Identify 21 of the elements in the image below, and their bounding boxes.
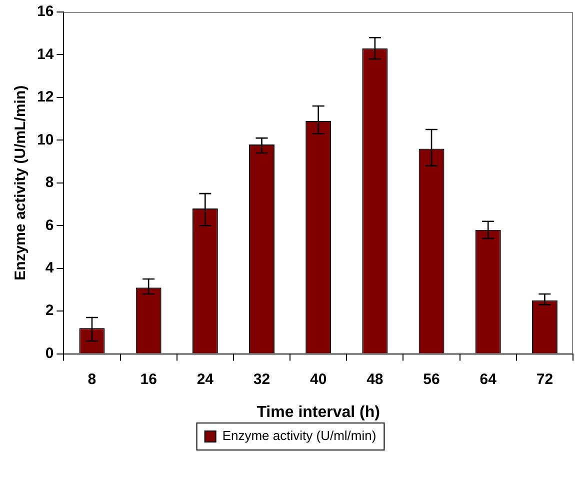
y-tick-label: 14: [36, 46, 54, 63]
x-tick-label: 56: [423, 370, 440, 388]
y-axis-title: Enzyme activity (U/mL/min): [12, 85, 30, 280]
legend-label: Enzyme activity (U/ml/min): [222, 428, 376, 444]
x-tick-label: 72: [536, 370, 554, 388]
y-tick-label: 12: [36, 88, 54, 106]
y-tick-label: 4: [45, 259, 54, 276]
y-tick-label: 16: [36, 3, 54, 20]
y-tick-label: 6: [45, 216, 54, 234]
x-tick-label: 8: [88, 370, 96, 388]
y-tick-label: 2: [45, 302, 54, 320]
x-tick-label: 48: [366, 370, 384, 388]
x-tick-label: 64: [480, 370, 498, 388]
x-axis-title: Time interval (h): [256, 404, 380, 421]
y-tick-label: 10: [36, 131, 54, 148]
y-tick-label: 0: [45, 344, 54, 362]
y-tick-label: 8: [45, 174, 54, 192]
x-tick-label: 24: [196, 370, 214, 388]
x-tick-label: 16: [140, 370, 157, 388]
x-tick-label: 40: [310, 370, 327, 388]
x-tick-label: 32: [253, 370, 270, 388]
